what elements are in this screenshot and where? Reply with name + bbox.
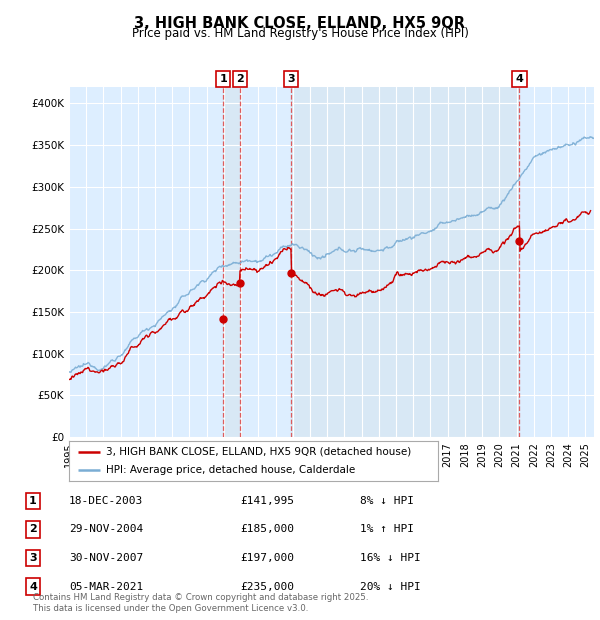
Bar [291,87,520,437]
Text: Price paid vs. HM Land Registry's House Price Index (HPI): Price paid vs. HM Land Registry's House … [131,27,469,40]
Text: 2: 2 [29,525,37,534]
Text: 29-NOV-2004: 29-NOV-2004 [69,525,143,534]
Text: £197,000: £197,000 [240,553,294,563]
Text: 16% ↓ HPI: 16% ↓ HPI [360,553,421,563]
Text: 1% ↑ HPI: 1% ↑ HPI [360,525,414,534]
Text: 20% ↓ HPI: 20% ↓ HPI [360,582,421,591]
Text: 05-MAR-2021: 05-MAR-2021 [69,582,143,591]
Text: 1: 1 [29,496,37,506]
Text: 1: 1 [220,74,227,84]
Text: £235,000: £235,000 [240,582,294,591]
Text: Contains HM Land Registry data © Crown copyright and database right 2025.
This d: Contains HM Land Registry data © Crown c… [33,593,368,613]
Text: 4: 4 [515,74,523,84]
Text: 3: 3 [287,74,295,84]
Text: HPI: Average price, detached house, Calderdale: HPI: Average price, detached house, Cald… [106,465,355,475]
Text: 8% ↓ HPI: 8% ↓ HPI [360,496,414,506]
Text: 3: 3 [29,553,37,563]
Text: 4: 4 [29,582,37,591]
Bar [223,87,239,437]
Text: £141,995: £141,995 [240,496,294,506]
Text: £185,000: £185,000 [240,525,294,534]
Text: 3, HIGH BANK CLOSE, ELLAND, HX5 9QR (detached house): 3, HIGH BANK CLOSE, ELLAND, HX5 9QR (det… [106,447,411,457]
Text: 2: 2 [236,74,244,84]
Text: 30-NOV-2007: 30-NOV-2007 [69,553,143,563]
Text: 18-DEC-2003: 18-DEC-2003 [69,496,143,506]
Text: 3, HIGH BANK CLOSE, ELLAND, HX5 9QR: 3, HIGH BANK CLOSE, ELLAND, HX5 9QR [134,16,466,30]
